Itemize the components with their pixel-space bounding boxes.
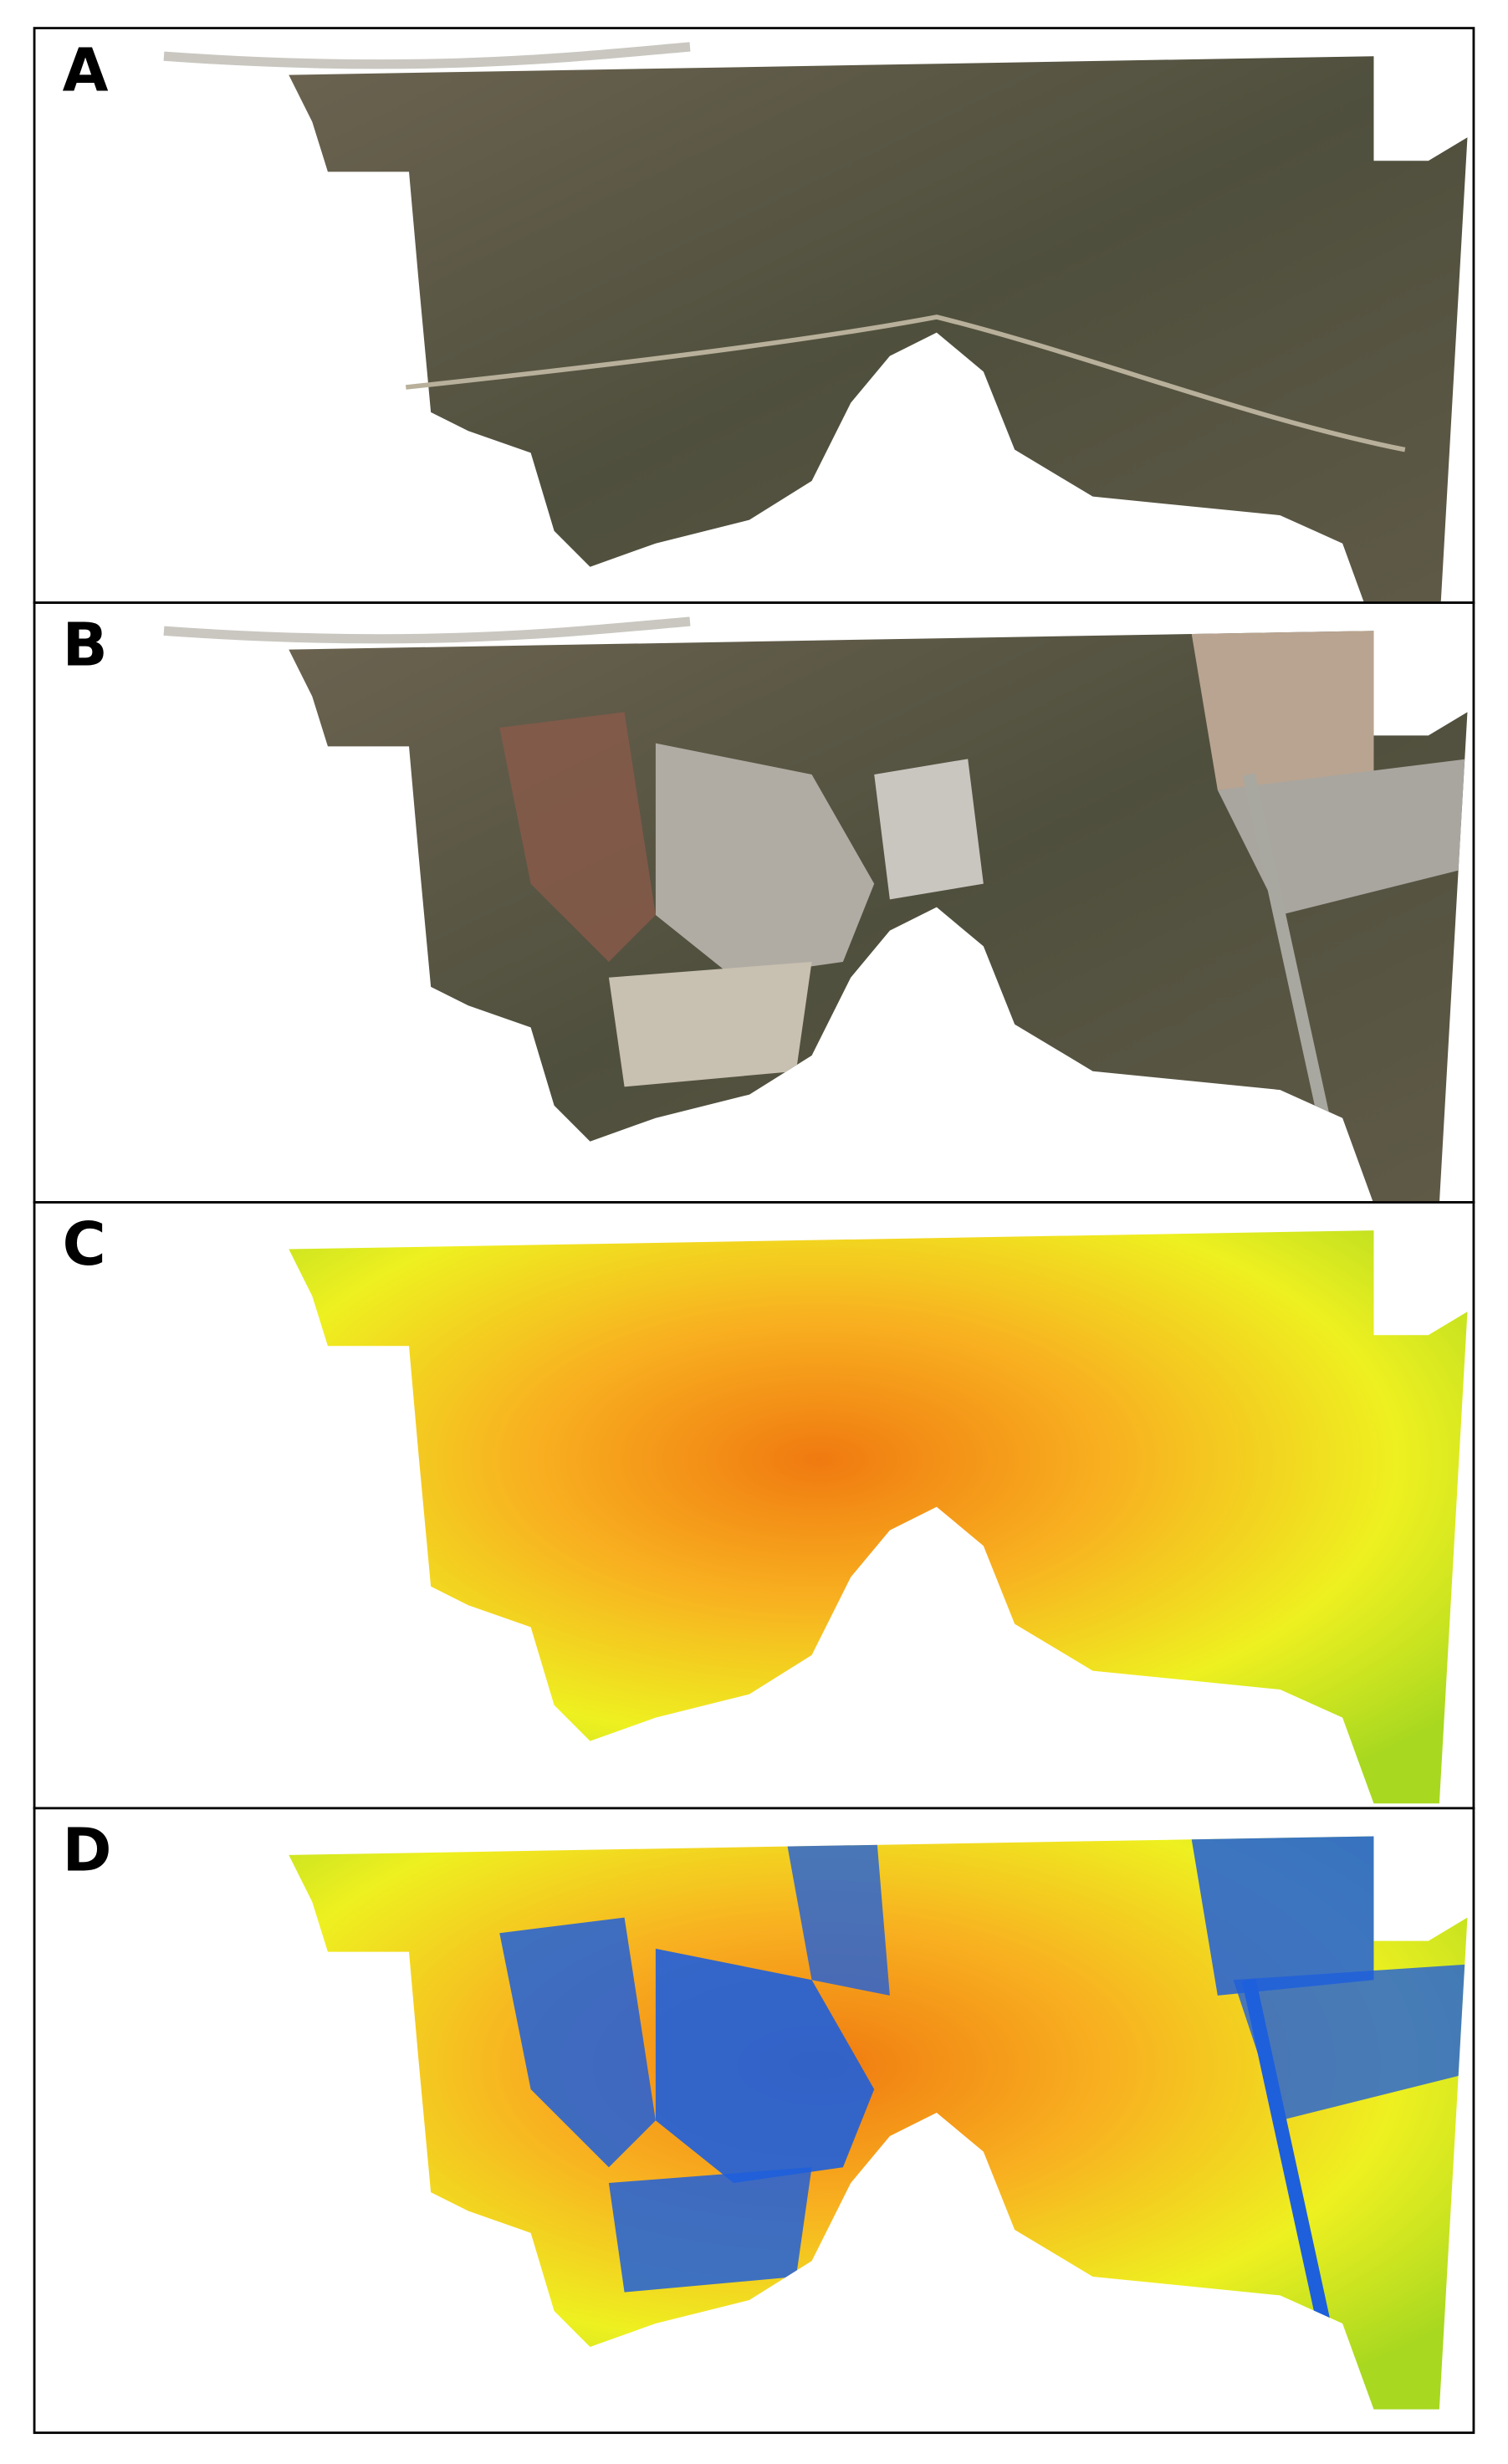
panel-label: C <box>63 1209 106 1279</box>
panel-label: B <box>63 610 108 679</box>
panel-c: C <box>33 1201 1475 1810</box>
panel-label: D <box>63 1816 112 1885</box>
panel-d: D <box>33 1807 1475 2435</box>
panel-a: A <box>33 27 1475 630</box>
panel-label: A <box>63 35 109 105</box>
panel-b: B <box>33 601 1475 1204</box>
